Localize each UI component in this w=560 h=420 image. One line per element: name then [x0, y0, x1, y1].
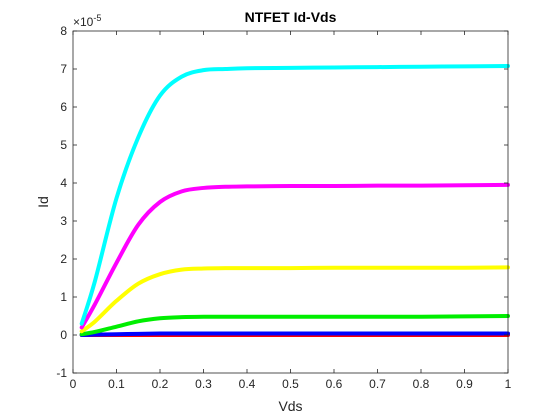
- series-line-1: [79, 331, 510, 337]
- x-tick-label: 0.7: [369, 377, 386, 391]
- x-tick-label: 0.1: [108, 377, 125, 391]
- x-tick-label: 0.5: [282, 377, 299, 391]
- x-tick-label: 0.2: [152, 377, 169, 391]
- series-layer: [79, 63, 510, 337]
- x-tick-label: 0.6: [326, 377, 343, 391]
- x-tick-label: 1: [505, 377, 512, 391]
- y-tick-label: 6: [60, 100, 67, 114]
- y-axis-multiplier-base: ×10: [73, 15, 94, 29]
- y-axis-multiplier: ×10-5: [73, 13, 101, 29]
- y-axis-ticks: -1 0 1 2 3 4 5 6 7 8: [56, 24, 508, 380]
- x-tick-label: 0.9: [456, 377, 473, 391]
- y-tick-label: 0: [60, 328, 67, 342]
- y-tick-label: 2: [60, 252, 67, 266]
- y-tick-label: 1: [60, 290, 67, 304]
- y-axis-label: Id: [35, 196, 51, 208]
- y-tick-label: 7: [60, 62, 67, 76]
- y-tick-label: 4: [60, 176, 67, 190]
- y-tick-label: 8: [60, 24, 67, 38]
- x-tick-label: 0.3: [195, 377, 212, 391]
- x-tick-label: 0: [70, 377, 77, 391]
- x-axis-ticks: 0 0.1 0.2 0.3 0.4 0.5 0.6 0.7 0.8 0.9 1: [70, 31, 512, 391]
- y-tick-label: -1: [56, 366, 67, 380]
- y-tick-label: 5: [60, 138, 67, 152]
- x-axis-label: Vds: [278, 398, 302, 414]
- series-line-5: [79, 63, 510, 326]
- x-tick-label: 0.8: [413, 377, 430, 391]
- series-line-3: [79, 265, 510, 334]
- chart-title: NTFET Id-Vds: [245, 9, 337, 25]
- y-axis-multiplier-exponent: -5: [93, 13, 101, 23]
- series-line-2: [79, 314, 510, 337]
- x-tick-label: 0.4: [239, 377, 256, 391]
- y-tick-label: 3: [60, 214, 67, 228]
- series-line-4: [79, 182, 510, 330]
